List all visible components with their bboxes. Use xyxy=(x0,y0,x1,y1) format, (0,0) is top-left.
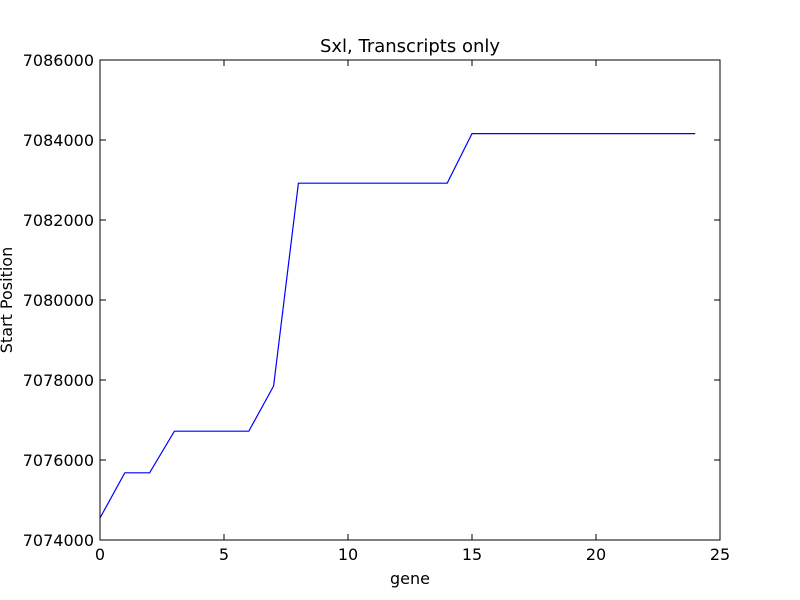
plot-frame xyxy=(99,59,721,541)
plot-area xyxy=(99,59,721,541)
y-tick-label: 7080000 xyxy=(23,291,94,310)
y-tick-label: 7084000 xyxy=(23,131,94,150)
series-line xyxy=(99,133,696,519)
x-axis: 0 5 10 15 20 25 xyxy=(95,60,730,564)
x-tick-label: 20 xyxy=(586,545,606,564)
x-tick-label: 5 xyxy=(219,545,229,564)
x-tick-label: 0 xyxy=(95,545,105,564)
x-axis-label: gene xyxy=(390,569,430,588)
y-tick-label: 7086000 xyxy=(23,51,94,70)
y-axis: 7074000 7076000 7078000 7080000 7082000 70840… xyxy=(23,51,720,550)
y-axis-label: Start Position xyxy=(0,247,16,353)
y-tick-label: 7076000 xyxy=(23,451,94,470)
y-tick-label: 7074000 xyxy=(23,531,94,550)
y-tick-label: 7078000 xyxy=(23,371,94,390)
y-tick-label: 7082000 xyxy=(23,211,94,230)
x-tick-label: 15 xyxy=(462,545,482,564)
x-tick-label: 25 xyxy=(710,545,730,564)
chart-title: Sxl, Transcripts only xyxy=(320,36,500,57)
x-tick-label: 10 xyxy=(338,545,358,564)
